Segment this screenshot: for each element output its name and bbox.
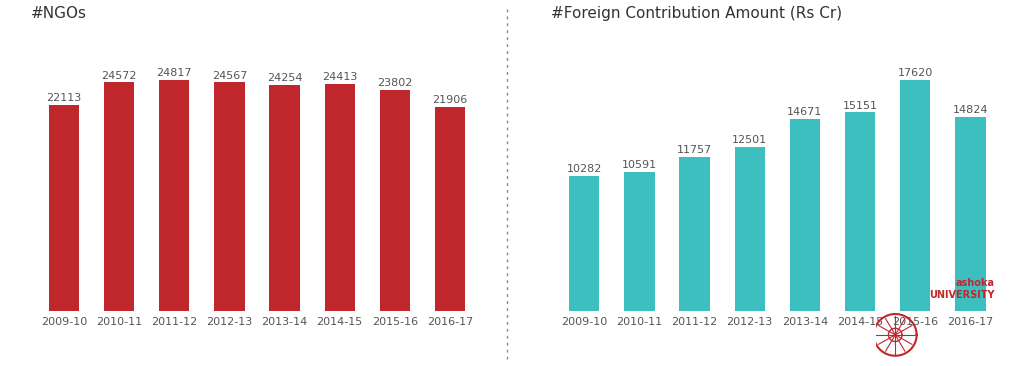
Text: 14824: 14824 (952, 105, 988, 115)
Text: 14671: 14671 (787, 107, 822, 117)
Bar (380, 90, 410, 311)
Bar (679, 157, 710, 311)
Text: ashoka
UNIVERSITY: ashoka UNIVERSITY (929, 278, 994, 300)
Bar (955, 117, 985, 311)
Text: 24254: 24254 (267, 74, 302, 83)
Bar (790, 119, 820, 311)
Text: #NGOs: #NGOs (31, 6, 87, 21)
Bar (435, 107, 465, 311)
Text: 24817: 24817 (157, 68, 191, 78)
Text: 23802: 23802 (377, 78, 413, 88)
Bar (269, 85, 300, 311)
Text: 22113: 22113 (46, 93, 82, 104)
Bar (569, 176, 599, 311)
Bar (214, 82, 245, 311)
Bar (845, 112, 876, 311)
Text: 12501: 12501 (732, 135, 767, 145)
Text: 10282: 10282 (566, 164, 602, 174)
Text: 24567: 24567 (212, 71, 247, 81)
Bar (325, 84, 355, 311)
Text: 17620: 17620 (898, 68, 933, 78)
Text: 24572: 24572 (101, 71, 137, 81)
Text: 10591: 10591 (622, 160, 657, 170)
Bar (49, 105, 79, 311)
Text: #Foreign Contribution Amount (Rs Cr): #Foreign Contribution Amount (Rs Cr) (551, 6, 842, 21)
Text: 15151: 15151 (843, 101, 878, 111)
Bar (103, 82, 134, 311)
Bar (159, 80, 189, 311)
Text: 21906: 21906 (432, 95, 468, 105)
Bar (625, 172, 654, 311)
Text: 24413: 24413 (322, 72, 357, 82)
Bar (900, 80, 931, 311)
Text: 11757: 11757 (677, 145, 712, 155)
Bar (734, 147, 765, 311)
